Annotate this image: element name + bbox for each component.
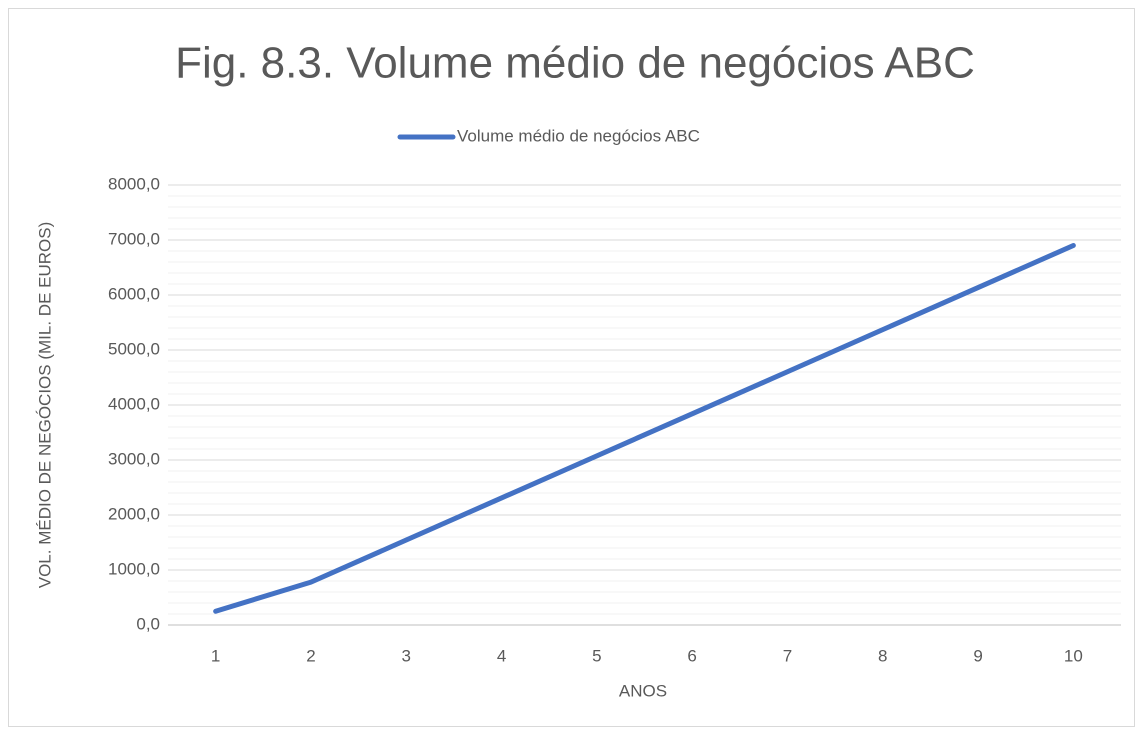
y-axis-label: VOL. MÉDIO DE NEGÓCIOS (MIL. DE EUROS) xyxy=(35,222,54,589)
legend-label: Volume médio de negócios ABC xyxy=(457,126,700,145)
x-tick-label: 5 xyxy=(592,646,601,665)
chart-border xyxy=(8,8,1135,727)
y-tick-label: 1000,0 xyxy=(108,559,160,578)
x-axis-label: ANOS xyxy=(619,681,667,700)
x-tick-label: 8 xyxy=(878,646,887,665)
y-tick-label: 2000,0 xyxy=(108,504,160,523)
x-tick-label: 9 xyxy=(973,646,982,665)
y-tick-label: 8000,0 xyxy=(108,174,160,193)
x-tick-label: 3 xyxy=(402,646,411,665)
y-tick-label: 0,0 xyxy=(136,614,160,633)
x-tick-label: 6 xyxy=(687,646,696,665)
data-line xyxy=(213,243,1076,614)
x-tick-label: 7 xyxy=(783,646,792,665)
y-tick-label: 5000,0 xyxy=(108,339,160,358)
y-tick-label: 6000,0 xyxy=(108,284,160,303)
y-tick-label: 4000,0 xyxy=(108,394,160,413)
x-tick-label: 10 xyxy=(1064,646,1083,665)
x-tick-label: 1 xyxy=(211,646,220,665)
chart-title: Fig. 8.3. Volume médio de negócios ABC xyxy=(175,39,975,88)
y-tick-label: 7000,0 xyxy=(108,229,160,248)
x-tick-label: 4 xyxy=(497,646,506,665)
y-tick-label: 3000,0 xyxy=(108,449,160,468)
x-tick-label: 2 xyxy=(306,646,315,665)
